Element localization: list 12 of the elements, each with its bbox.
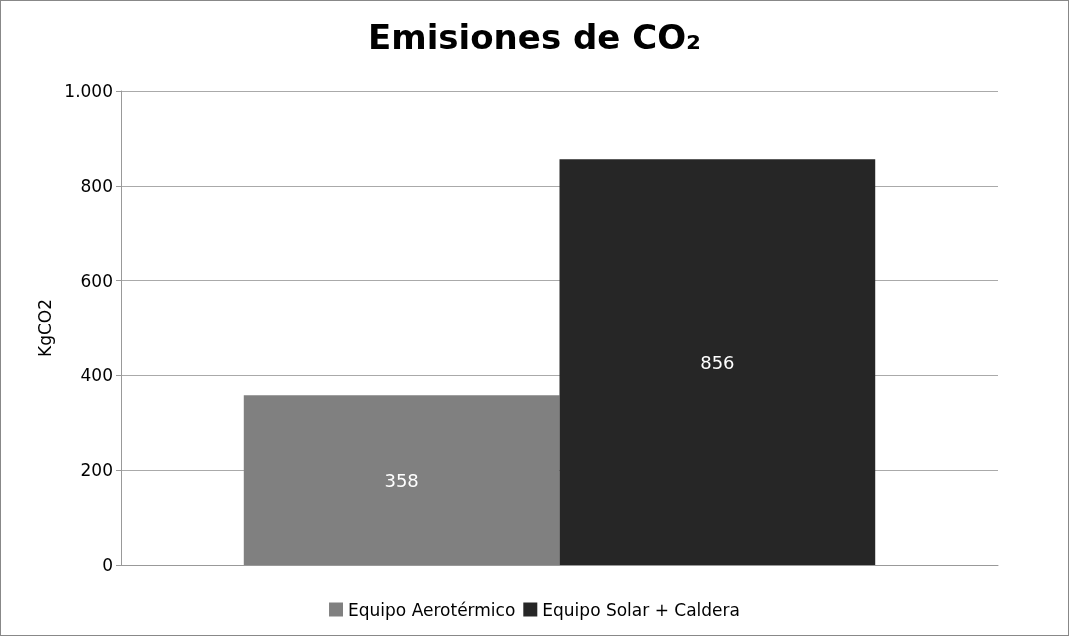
- y-tick-label: 1.000: [64, 81, 113, 101]
- legend-label: Equipo Solar + Caldera: [542, 599, 740, 620]
- chart-title: Emisiones de CO₂: [368, 17, 701, 57]
- y-tick-label: 800: [80, 175, 113, 196]
- y-tick-label: 0: [102, 555, 113, 575]
- y-tick-label: 200: [80, 460, 113, 481]
- y-tick-label: 400: [80, 365, 113, 386]
- y-axis-title: KgCO2: [34, 298, 55, 358]
- data-label: 358: [384, 469, 419, 491]
- data-label: 856: [700, 351, 735, 373]
- legend-label: Equipo Aerotérmico: [348, 599, 516, 620]
- y-tick-label: 600: [80, 270, 113, 291]
